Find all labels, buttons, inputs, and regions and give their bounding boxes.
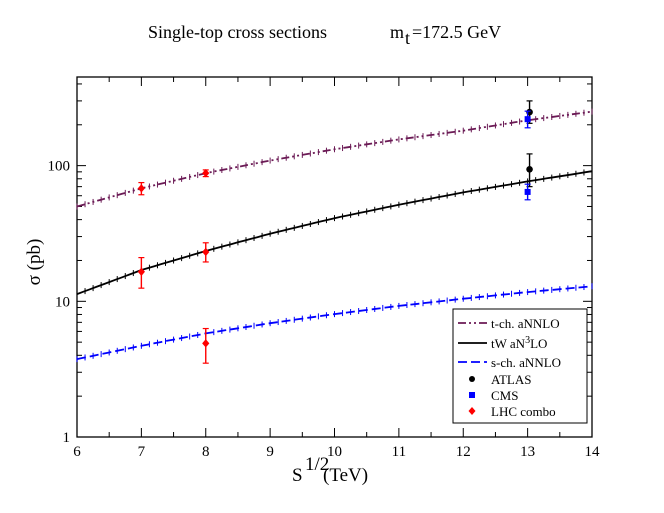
x-tick-label: 9 [266, 444, 274, 460]
legend-label-tw-tail: LO [530, 336, 547, 351]
x-tick-label: 6 [73, 444, 81, 460]
data-point-lhc-combo [137, 184, 145, 193]
legend-label-tw-sup: 3 [525, 335, 530, 346]
data-point-cms [524, 116, 531, 123]
y-tick-label: 100 [48, 159, 71, 175]
x-axis-label: S [292, 465, 303, 486]
chart-title-mass-subscript: t [405, 28, 410, 48]
x-tick-label: 12 [456, 444, 471, 460]
chart-title-text: Single-top cross sections [148, 22, 327, 42]
series-line-1 [76, 170, 593, 295]
legend: t-ch. aNNLO tW aN3LO s-ch. aNNLO ATLAS C… [452, 308, 588, 424]
data-points [137, 100, 533, 364]
x-tick-label: 13 [520, 444, 535, 460]
legend-label-atlas: ATLAS [491, 372, 531, 387]
legend-label-cms: CMS [491, 388, 518, 403]
legend-label-lhc-combo: LHC combo [491, 404, 556, 419]
legend-marker-1 [469, 392, 475, 398]
chart-title-mass-value: =172.5 GeV [412, 22, 501, 42]
x-tick-label: 7 [138, 444, 146, 460]
x-axis-title: S 1/2 (TeV) [292, 454, 368, 486]
y-tick-label: 1 [63, 430, 71, 446]
data-point-atlas [526, 165, 533, 173]
axes: 6 7 8 9 10 11 12 13 14 1 10 100 [48, 76, 601, 460]
legend-marker-2 [468, 407, 476, 415]
data-point-cms [524, 188, 531, 195]
legend-box [452, 308, 588, 424]
legend-label-s-channel: s-ch. aNNLO [491, 355, 561, 370]
legend-marker-0 [469, 376, 475, 382]
legend-label-tw: tW aN3LO [491, 335, 547, 351]
chart-title-mass-symbol: m [390, 22, 404, 42]
y-axis-label: σ (pb) [24, 239, 45, 286]
x-tick-label: 8 [202, 444, 210, 460]
data-point-lhc-combo [202, 339, 210, 348]
x-axis-label-unit: (TeV) [323, 465, 368, 486]
x-tick-label: 14 [585, 444, 601, 460]
x-axis-label-superscript: 1/2 [305, 454, 329, 475]
chart-title: Single-top cross sections m t =172.5 GeV [148, 22, 501, 48]
y-tick-label: 10 [55, 294, 70, 310]
legend-label-t-channel: t-ch. aNNLO [491, 316, 560, 331]
series-line-0 [76, 110, 593, 208]
x-tick-label: 11 [392, 444, 406, 460]
data-point-lhc-combo [137, 267, 145, 277]
x-tick-label: 10 [327, 444, 342, 460]
data-point-lhc-combo [202, 168, 210, 178]
series-lines [76, 108, 593, 363]
legend-label-tw-main: tW aN [491, 336, 526, 351]
data-point-lhc-combo [202, 247, 210, 257]
